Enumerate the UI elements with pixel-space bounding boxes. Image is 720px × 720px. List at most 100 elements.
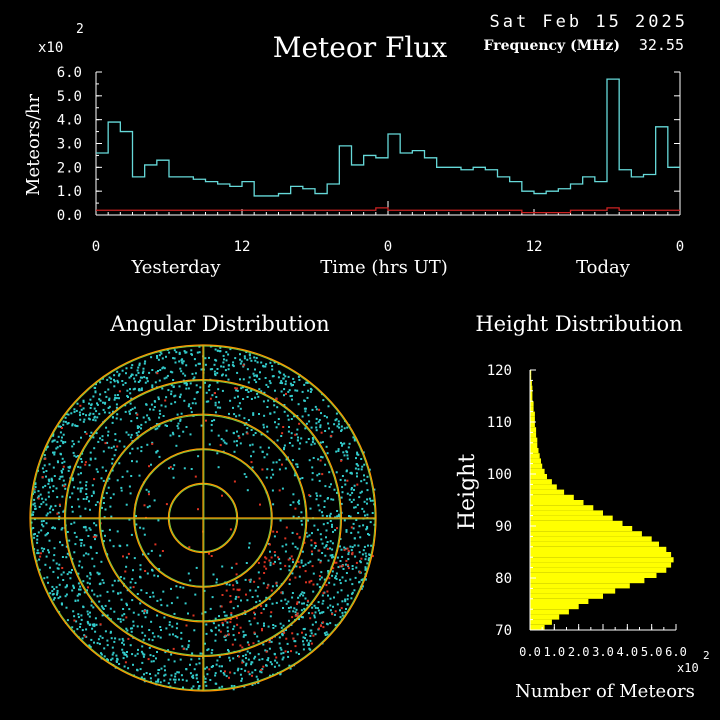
angular-point	[231, 364, 234, 367]
angular-point	[270, 640, 273, 643]
angular-point	[306, 381, 309, 384]
angular-point	[163, 367, 166, 370]
angular-point	[62, 441, 65, 443]
angular-point	[287, 418, 290, 421]
angular-point	[228, 583, 231, 586]
angular-point	[96, 403, 99, 406]
angular-point-red	[154, 543, 157, 546]
angular-point	[137, 613, 140, 616]
angular-point	[339, 545, 341, 548]
angular-point	[225, 359, 228, 362]
height-bar	[530, 375, 532, 381]
angular-point	[239, 442, 242, 445]
angular-point	[47, 532, 49, 535]
angular-point	[146, 609, 149, 612]
angular-point	[133, 406, 136, 409]
angular-point	[363, 478, 366, 481]
angular-point	[366, 525, 369, 528]
angular-point	[255, 374, 258, 377]
angular-point	[185, 668, 188, 671]
angular-point	[95, 468, 98, 471]
angular-point	[103, 655, 106, 658]
angular-point	[173, 349, 176, 352]
angular-point	[246, 489, 249, 492]
angular-point	[312, 438, 315, 441]
angular-point	[146, 572, 149, 575]
angular-point	[327, 594, 329, 597]
angular-point	[71, 505, 73, 508]
angular-point	[142, 553, 144, 556]
angular-point	[302, 565, 305, 567]
angular-point	[47, 581, 49, 584]
angular-point	[83, 544, 86, 547]
angular-point	[189, 407, 192, 410]
flux-x-tick-label: 0	[384, 239, 392, 255]
angular-point	[178, 360, 181, 363]
angular-point	[246, 368, 249, 371]
angular-point	[328, 581, 331, 584]
angular-point	[237, 667, 240, 670]
angular-point	[159, 598, 162, 601]
angular-point	[175, 627, 178, 630]
angular-point	[237, 655, 239, 657]
angular-point	[156, 614, 159, 617]
angular-point	[88, 577, 91, 580]
angular-point	[295, 463, 298, 466]
angular-point	[116, 394, 119, 396]
angular-point	[279, 673, 282, 676]
angular-point	[73, 531, 76, 534]
angular-point	[317, 458, 320, 461]
angular-point	[307, 644, 310, 646]
angular-point	[337, 450, 340, 452]
flux-y-tick-label: 5.0	[57, 89, 82, 105]
angular-point	[71, 626, 74, 629]
angular-point	[336, 491, 338, 494]
angular-point	[285, 543, 288, 546]
angular-point	[44, 498, 47, 501]
angular-point	[182, 360, 185, 363]
angular-point	[129, 586, 132, 589]
angular-point-red	[259, 503, 261, 506]
angular-point	[176, 413, 179, 416]
angular-point	[249, 357, 252, 360]
angular-point	[33, 491, 36, 494]
angular-point	[256, 361, 259, 364]
angular-point	[251, 683, 254, 686]
angular-point	[47, 549, 50, 552]
angular-point	[216, 381, 219, 384]
angular-point	[355, 519, 358, 521]
angular-point	[191, 675, 194, 678]
angular-point	[93, 593, 96, 596]
angular-point	[108, 405, 111, 408]
angular-point	[129, 452, 132, 455]
angular-point	[287, 375, 290, 378]
angular-point	[333, 488, 336, 491]
angular-point-red	[311, 565, 314, 568]
angular-point-red	[148, 493, 150, 496]
angular-point	[182, 372, 185, 375]
angular-point	[57, 435, 60, 438]
angular-point	[146, 414, 149, 417]
angular-point	[160, 667, 163, 670]
angular-point	[267, 385, 270, 388]
angular-point	[131, 653, 134, 656]
angular-point	[235, 440, 238, 443]
angular-point-red	[291, 632, 294, 635]
angular-point	[310, 443, 313, 446]
angular-point	[245, 562, 248, 564]
angular-point	[191, 652, 194, 655]
angular-point	[288, 389, 291, 392]
angular-point	[55, 487, 58, 490]
angular-point-red	[205, 419, 207, 422]
angular-point	[120, 489, 123, 492]
angular-point	[367, 533, 369, 535]
angular-point	[225, 614, 228, 617]
angular-point	[342, 568, 345, 570]
angular-point-red	[235, 573, 238, 576]
angular-point	[138, 425, 141, 428]
angular-point	[54, 527, 56, 530]
angular-point	[85, 414, 87, 417]
angular-point	[89, 571, 92, 574]
angular-point	[227, 364, 230, 367]
angular-point	[367, 558, 370, 561]
